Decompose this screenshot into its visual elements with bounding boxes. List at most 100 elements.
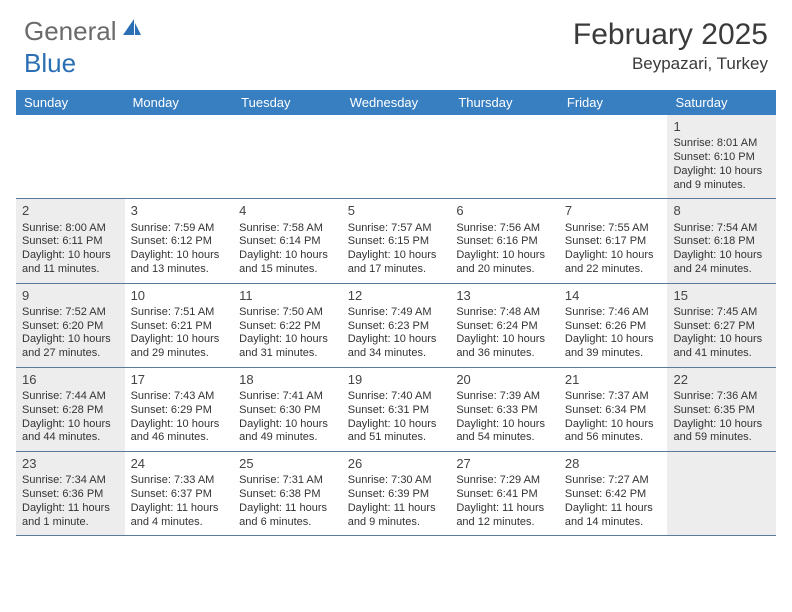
daylight-text: Daylight: 11 hours and 1 minute. <box>22 502 119 530</box>
page-header: General February 2025 Beypazari, Turkey <box>0 0 792 82</box>
sunrise-text: Sunrise: 7:49 AM <box>348 306 445 320</box>
daylight-text: Daylight: 10 hours and 13 minutes. <box>131 249 228 277</box>
sunset-text: Sunset: 6:11 PM <box>22 235 119 249</box>
sunrise-text: Sunrise: 7:41 AM <box>239 390 336 404</box>
calendar-cell: 2Sunrise: 8:00 AMSunset: 6:11 PMDaylight… <box>16 199 125 282</box>
calendar-cell <box>559 115 668 198</box>
day-number: 23 <box>22 456 119 472</box>
sunset-text: Sunset: 6:26 PM <box>565 320 662 334</box>
day-number: 21 <box>565 372 662 388</box>
sunset-text: Sunset: 6:24 PM <box>456 320 553 334</box>
sunrise-text: Sunrise: 7:33 AM <box>131 474 228 488</box>
calendar-week: 16Sunrise: 7:44 AMSunset: 6:28 PMDayligh… <box>16 368 776 452</box>
daylight-text: Daylight: 10 hours and 49 minutes. <box>239 418 336 446</box>
daylight-text: Daylight: 10 hours and 41 minutes. <box>673 333 770 361</box>
calendar-week: 2 Sunrise: 8:00 AMSunset: 6:11 PM Daylight… <box>16 199 776 283</box>
sunrise-text: Sunrise: 7:37 AM <box>565 390 662 404</box>
daylight-text: Daylight: 10 hours and 56 minutes. <box>565 418 662 446</box>
sunrise-text: Sunrise: 7:27 AM <box>565 474 662 488</box>
daylight-text: Daylight: 10 hours and 22 minutes. <box>565 249 662 277</box>
brand-part1: General <box>24 18 117 44</box>
day-number: 3 <box>131 203 228 219</box>
daylight-text: Daylight: 10 hours and 15 minutes. <box>239 249 336 277</box>
calendar-cell <box>450 115 559 198</box>
day-number: 22 <box>673 372 770 388</box>
sunrise-text: Sunrise: 7:58 AM <box>239 222 336 236</box>
day-number: 5 <box>348 203 445 219</box>
sunset-text: Sunset: 6:30 PM <box>239 404 336 418</box>
day-number: 10 <box>131 288 228 304</box>
day-number: 18 <box>239 372 336 388</box>
sunset-text: Sunset: 6:12 PM <box>131 235 228 249</box>
brand-logo: General <box>24 18 143 44</box>
calendar-cell: 3 Sunrise: 7:59 AMSunset: 6:12 PMDaylight… <box>125 199 234 282</box>
calendar-cell: 14Sunrise: 7:46 AMSunset: 6:26 PMDayligh… <box>559 284 668 367</box>
daylight-text: Daylight: 10 hours and 46 minutes. <box>131 418 228 446</box>
calendar-cell: 9Sunrise: 7:52 AMSunset: 6:20 PMDaylight… <box>16 284 125 367</box>
calendar-week: 23Sunrise: 7:34 AMSunset: 6:36 PMDayligh… <box>16 452 776 536</box>
day-number: 8 <box>673 203 770 219</box>
sunrise-text: Sunrise: 8:00 AM <box>22 222 119 236</box>
daylight-text: Daylight: 11 hours and 9 minutes. <box>348 502 445 530</box>
daylight-text: Daylight: 10 hours and 27 minutes. <box>22 333 119 361</box>
daylight-text: Daylight: 10 hours and 34 minutes. <box>348 333 445 361</box>
day-number: 7 <box>565 203 662 219</box>
day-number: 24 <box>131 456 228 472</box>
calendar-cell: 5Sunrise: 7:57 AMSunset: 6:15 PMDaylight… <box>342 199 451 282</box>
sunrise-text: Sunrise: 7:31 AM <box>239 474 336 488</box>
sunrise-text: Sunrise: 7:46 AM <box>565 306 662 320</box>
calendar-cell: 28Sunrise: 7:27 AMSunset: 6:42 PMDayligh… <box>559 452 668 535</box>
day-number: 1 <box>673 119 770 135</box>
day-number: 13 <box>456 288 553 304</box>
daylight-text: Daylight: 11 hours and 12 minutes. <box>456 502 553 530</box>
sunset-text: Sunset: 6:38 PM <box>239 488 336 502</box>
sunrise-text: Sunrise: 7:59 AM <box>131 222 228 236</box>
calendar-week: 9Sunrise: 7:52 AMSunset: 6:20 PMDaylight… <box>16 284 776 368</box>
day-number: 11 <box>239 288 336 304</box>
daylight-text: Daylight: 10 hours and 31 minutes. <box>239 333 336 361</box>
daylight-text: Daylight: 10 hours and 17 minutes. <box>348 249 445 277</box>
day-number: 16 <box>22 372 119 388</box>
calendar-cell: 19Sunrise: 7:40 AMSunset: 6:31 PMDayligh… <box>342 368 451 451</box>
sunrise-text: Sunrise: 7:40 AM <box>348 390 445 404</box>
day-number: 9 <box>22 288 119 304</box>
calendar-cell: 22Sunrise: 7:36 AMSunset: 6:35 PMDayligh… <box>667 368 776 451</box>
sunset-text: Sunset: 6:16 PM <box>456 235 553 249</box>
sunset-text: Sunset: 6:10 PM <box>673 151 770 165</box>
daylight-text: Daylight: 10 hours and 29 minutes. <box>131 333 228 361</box>
day-header: Monday <box>125 90 234 115</box>
sunrise-text: Sunrise: 7:50 AM <box>239 306 336 320</box>
daylight-text: Daylight: 11 hours and 6 minutes. <box>239 502 336 530</box>
sunset-text: Sunset: 6:28 PM <box>22 404 119 418</box>
sunset-text: Sunset: 6:22 PM <box>239 320 336 334</box>
sunset-text: Sunset: 6:20 PM <box>22 320 119 334</box>
day-number: 4 <box>239 203 336 219</box>
sunset-text: Sunset: 6:42 PM <box>565 488 662 502</box>
day-number: 15 <box>673 288 770 304</box>
calendar-cell: 20Sunrise: 7:39 AMSunset: 6:33 PMDayligh… <box>450 368 559 451</box>
daylight-text: Daylight: 10 hours and 20 minutes. <box>456 249 553 277</box>
daylight-text: Daylight: 10 hours and 9 minutes. <box>673 165 770 193</box>
sunrise-text: Sunrise: 7:43 AM <box>131 390 228 404</box>
calendar-cell: 27Sunrise: 7:29 AMSunset: 6:41 PMDayligh… <box>450 452 559 535</box>
day-number: 20 <box>456 372 553 388</box>
calendar-cell: 18 Sunrise: 7:41 AMSunset: 6:30 PMDayligh… <box>233 368 342 451</box>
daylight-text: Daylight: 10 hours and 24 minutes. <box>673 249 770 277</box>
sail-icon <box>121 15 143 41</box>
calendar-cell: 13 Sunrise: 7:48 AMSunset: 6:24 PMDayligh… <box>450 284 559 367</box>
calendar-cell: 12Sunrise: 7:49 AMSunset: 6:23 PMDayligh… <box>342 284 451 367</box>
day-number: 2 <box>22 203 119 219</box>
calendar-cell: 23Sunrise: 7:34 AMSunset: 6:36 PMDayligh… <box>16 452 125 535</box>
calendar-body: 1Sunrise: 8:01 AMSunset: 6:10 PMDaylight… <box>16 115 776 536</box>
sunrise-text: Sunrise: 7:29 AM <box>456 474 553 488</box>
calendar-cell <box>16 115 125 198</box>
sunset-text: Sunset: 6:37 PM <box>131 488 228 502</box>
daylight-text: Daylight: 10 hours and 36 minutes. <box>456 333 553 361</box>
calendar-cell: 7Sunrise: 7:55 AMSunset: 6:17 PMDaylight… <box>559 199 668 282</box>
sunset-text: Sunset: 6:41 PM <box>456 488 553 502</box>
sunset-text: Sunset: 6:15 PM <box>348 235 445 249</box>
calendar-cell: 16Sunrise: 7:44 AMSunset: 6:28 PMDayligh… <box>16 368 125 451</box>
daylight-text: Daylight: 10 hours and 51 minutes. <box>348 418 445 446</box>
sunrise-text: Sunrise: 7:48 AM <box>456 306 553 320</box>
daylight-text: Daylight: 10 hours and 59 minutes. <box>673 418 770 446</box>
